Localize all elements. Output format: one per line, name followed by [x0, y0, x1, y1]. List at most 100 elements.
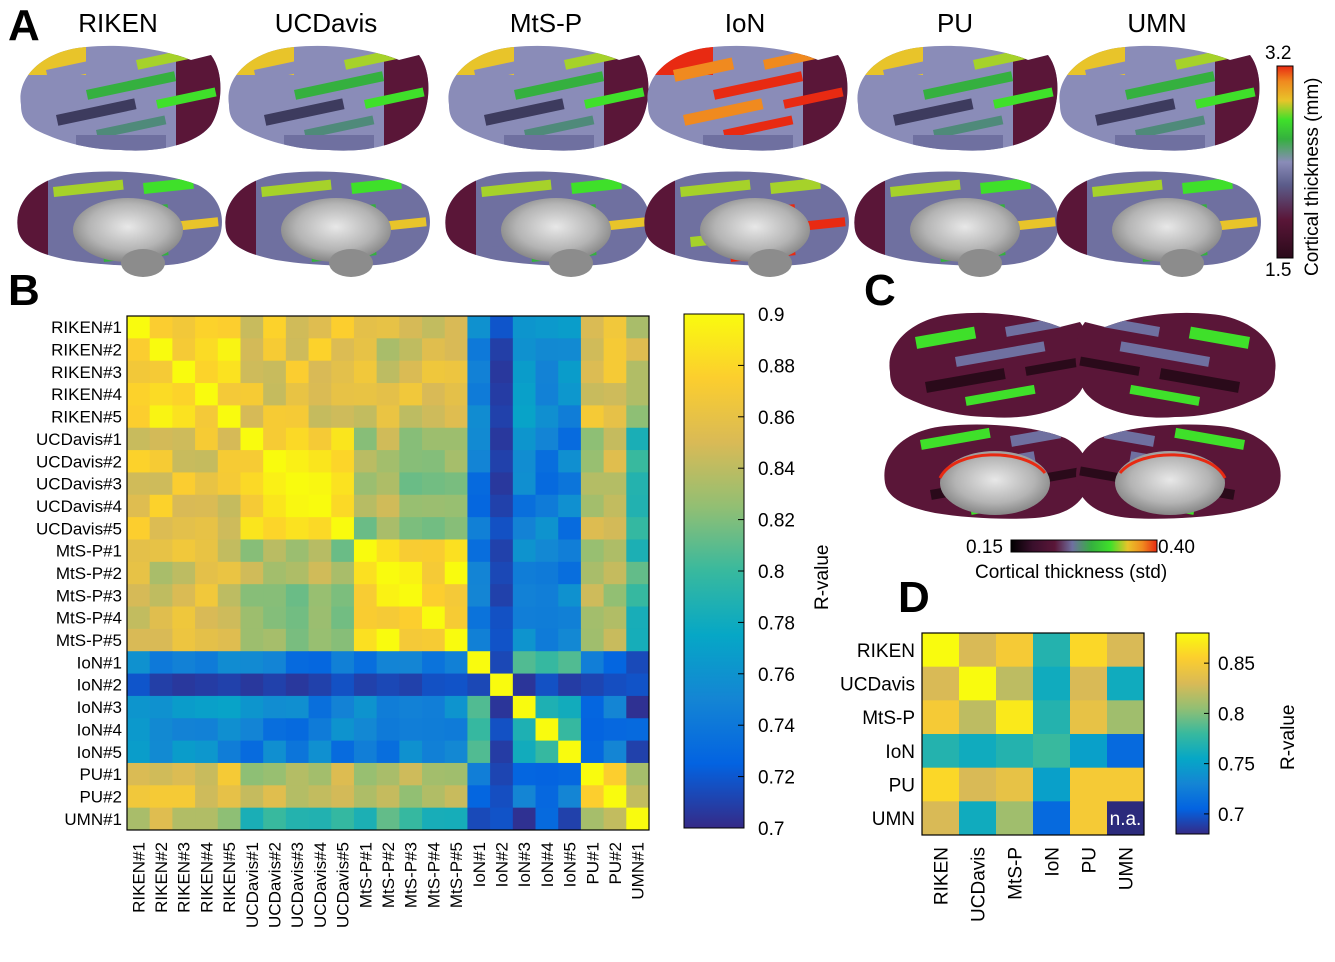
heatmap-cell	[467, 427, 491, 451]
heatmap-cell	[580, 450, 605, 473]
heatmap-cell	[240, 561, 264, 585]
heatmap-cell	[353, 718, 378, 742]
heatmap-cell	[444, 561, 468, 585]
heatmap-cell	[353, 651, 378, 674]
heatmap-cell	[263, 807, 287, 831]
heatmap-cell	[240, 651, 264, 674]
heatmap-frame	[126, 315, 650, 831]
heatmap-cell	[308, 539, 332, 563]
heatmap-cell	[467, 628, 491, 652]
heatmap-cell	[353, 561, 378, 585]
heatmap-cell	[490, 584, 514, 607]
heatmap-cell	[240, 450, 264, 473]
medial-brain	[225, 171, 430, 277]
heatmap-cell	[580, 695, 605, 719]
panel-d-letter: D	[898, 573, 930, 622]
heatmap-cell	[285, 673, 309, 697]
heatmap-cell	[263, 427, 287, 451]
heatmap-cell	[149, 584, 173, 607]
heatmap-cell	[149, 785, 173, 809]
heatmap-cell	[535, 785, 559, 809]
heatmap-cell	[172, 718, 196, 742]
heatmap-cell	[331, 517, 355, 540]
heatmap-cell	[217, 405, 241, 429]
heatmap-cell	[149, 539, 173, 563]
heatmap-cell	[399, 807, 423, 831]
column-label: UCDavis	[969, 847, 990, 922]
heatmap-cell	[535, 584, 559, 607]
lateral-brain	[857, 45, 1058, 151]
heatmap-cell	[263, 718, 287, 742]
heatmap-cell	[558, 383, 582, 406]
heatmap-cell	[558, 673, 582, 697]
heatmap-cell	[240, 695, 264, 719]
heatmap-cell	[172, 584, 196, 607]
heatmap-cell	[422, 450, 446, 473]
heatmap-cell	[1033, 633, 1071, 668]
heatmap-cell	[149, 561, 173, 585]
heatmap-cell	[240, 472, 264, 496]
heatmap-cell	[240, 606, 264, 630]
heatmap-cell	[308, 360, 332, 384]
heatmap-cell	[535, 695, 559, 719]
heatmap-cell	[195, 561, 219, 585]
heatmap-cell	[149, 383, 173, 406]
heatmap-cell	[603, 494, 627, 518]
column-label: PU#2	[606, 842, 625, 885]
heatmap-cell	[603, 517, 627, 540]
heatmap-cell	[512, 807, 536, 831]
heatmap-cell	[285, 718, 309, 742]
heatmap-cell	[535, 606, 559, 630]
heatmap-cell	[580, 740, 605, 764]
heatmap-cell	[308, 383, 332, 406]
heatmap-cell	[399, 494, 423, 518]
heatmap-cell	[285, 427, 309, 451]
heatmap-cell	[444, 427, 468, 451]
heatmap-cell	[127, 807, 151, 831]
heatmap-cell	[240, 673, 264, 697]
heatmap-cell	[353, 673, 378, 697]
site-title: RIKEN	[78, 8, 157, 38]
std-colorbar-max: 0.40	[1158, 537, 1195, 558]
heatmap-cell	[353, 740, 378, 764]
heatmap-cell	[580, 785, 605, 809]
heatmap-cell	[308, 628, 332, 652]
column-label: PU	[1080, 847, 1101, 873]
heatmap-cell	[1033, 767, 1071, 802]
heatmap-cell	[308, 450, 332, 473]
heatmap-cell	[467, 785, 491, 809]
heatmap-cell	[195, 360, 219, 384]
heatmap-cell	[922, 801, 960, 836]
heatmap-cell	[217, 651, 241, 674]
heatmap-cell	[512, 628, 536, 652]
heatmap-cell	[217, 807, 241, 831]
heatmap-cell	[376, 427, 400, 451]
heatmap-cell	[996, 666, 1034, 701]
heatmap-cell	[512, 427, 536, 451]
heatmap-cell	[285, 539, 309, 563]
heatmap-cell	[353, 316, 378, 339]
heatmap-cell	[996, 767, 1034, 802]
heatmap-cell	[512, 338, 536, 362]
heatmap-cell	[422, 785, 446, 809]
heatmap-cell	[353, 405, 378, 429]
thickness-colorbar-min: 1.5	[1265, 260, 1291, 281]
heatmap-cell	[422, 673, 446, 697]
site-title: MtS-P	[510, 8, 582, 38]
heatmap-cell	[399, 695, 423, 719]
row-label: UMN#1	[64, 810, 122, 829]
heatmap-cell	[535, 383, 559, 406]
heatmap-cell	[263, 740, 287, 764]
heatmap-cell	[308, 584, 332, 607]
heatmap-cell	[996, 801, 1034, 836]
heatmap-cell	[217, 360, 241, 384]
heatmap-cell	[603, 584, 627, 607]
row-label: MtS-P#2	[56, 564, 122, 583]
heatmap-cell	[626, 628, 650, 652]
heatmap-cell	[603, 383, 627, 406]
heatmap-cell	[603, 718, 627, 742]
heatmap-cell	[195, 740, 219, 764]
heatmap-cell	[263, 494, 287, 518]
lateral-brain	[1059, 45, 1260, 151]
heatmap-cell	[603, 316, 627, 339]
